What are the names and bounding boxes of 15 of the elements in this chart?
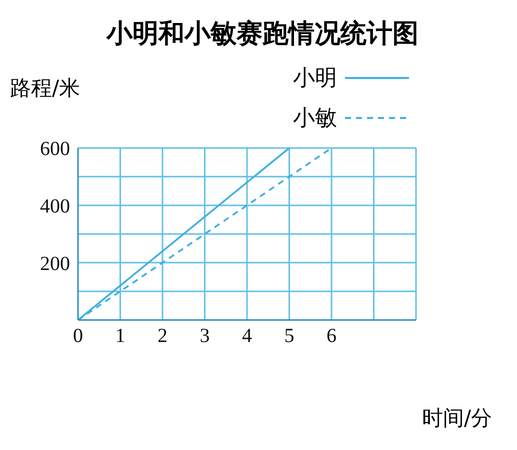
- y-axis-title: 路程/米: [10, 75, 80, 102]
- chart-title: 小明和小敏赛跑情况统计图: [105, 18, 420, 51]
- y-tick-label: 600: [40, 138, 70, 160]
- x-tick-label: 3: [200, 325, 210, 348]
- x-tick-label: 5: [284, 325, 294, 348]
- x-axis-title: 时间/分: [422, 405, 492, 432]
- legend-label: 小敏: [293, 105, 337, 133]
- y-tick-label: 400: [40, 195, 70, 218]
- x-tick-label: 2: [158, 325, 168, 348]
- legend-label: 小明: [293, 65, 337, 93]
- x-tick-label: 4: [242, 325, 252, 348]
- y-tick-label: 200: [40, 252, 70, 275]
- x-tick-label: 6: [326, 325, 336, 348]
- x-tick-label: 1: [115, 325, 126, 348]
- x-tick-label: 0: [73, 325, 83, 348]
